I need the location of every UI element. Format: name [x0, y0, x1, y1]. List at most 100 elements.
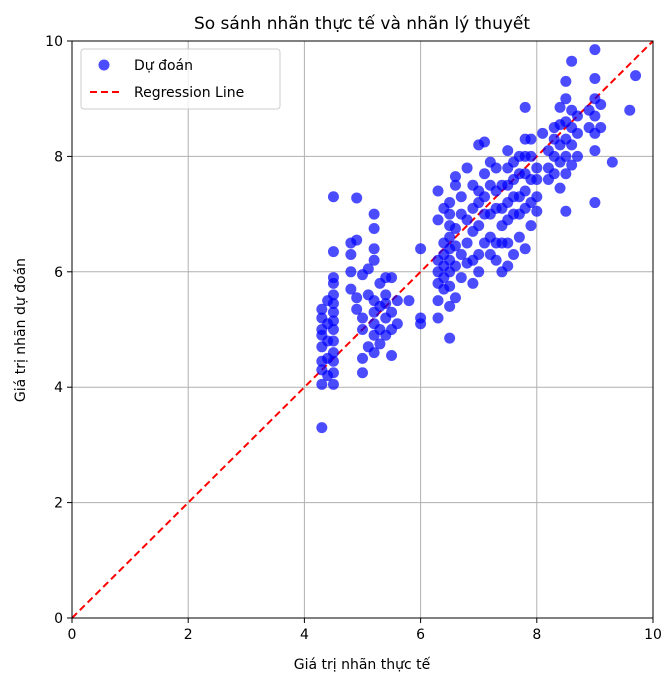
data-point [589, 197, 601, 209]
data-point [560, 93, 572, 105]
data-point [554, 182, 566, 194]
data-point [351, 292, 363, 304]
data-point [560, 205, 572, 217]
data-point [351, 303, 363, 315]
data-point [519, 101, 531, 113]
x-tick-label: 4 [300, 627, 309, 643]
x-tick-label: 0 [68, 627, 77, 643]
data-point [508, 248, 520, 260]
data-point [449, 260, 461, 272]
data-point [537, 127, 549, 139]
data-point [327, 246, 339, 258]
x-axis-ticks: 0 2 4 6 8 10 [68, 618, 662, 643]
data-point [327, 315, 339, 327]
data-point [316, 422, 328, 434]
data-point [415, 243, 427, 255]
data-point [566, 139, 578, 151]
y-tick-label: 6 [54, 265, 63, 281]
data-point [531, 162, 543, 174]
data-point [502, 145, 514, 157]
y-tick-label: 10 [45, 34, 63, 50]
data-point [327, 347, 339, 359]
legend-marker-predictions [98, 59, 110, 71]
data-point [513, 231, 525, 243]
legend-label-regression: Regression Line [134, 85, 244, 101]
x-tick-label: 10 [644, 627, 662, 643]
data-point [444, 208, 456, 220]
data-point [357, 352, 368, 364]
legend: Dự đoán Regression Line [80, 48, 281, 110]
data-point [449, 171, 461, 183]
data-point [571, 150, 583, 162]
data-point [461, 162, 473, 174]
x-tick-label: 8 [532, 627, 541, 643]
data-point [391, 295, 403, 307]
points-layer [316, 44, 642, 434]
data-point [548, 168, 560, 180]
data-point [432, 312, 444, 324]
data-point [449, 292, 461, 304]
data-point [327, 289, 339, 301]
y-tick-label: 8 [54, 149, 63, 165]
data-point [316, 378, 328, 390]
data-point [624, 104, 636, 116]
data-point [345, 283, 357, 295]
data-point [461, 237, 473, 249]
data-point [519, 243, 531, 255]
data-point [525, 133, 537, 145]
data-point [519, 185, 531, 197]
data-point [327, 335, 339, 347]
data-point [444, 332, 456, 344]
data-point [368, 223, 380, 235]
data-point [368, 208, 380, 220]
data-point [566, 159, 578, 171]
data-point [630, 70, 642, 82]
data-point [571, 127, 583, 139]
data-point [444, 231, 456, 243]
data-point [444, 300, 456, 312]
data-point [415, 312, 427, 324]
data-point [589, 110, 601, 122]
data-point [432, 185, 444, 197]
y-axis-label: Giá trị nhãn dự đoán [13, 258, 29, 402]
data-point [560, 75, 572, 87]
data-point [554, 101, 566, 113]
data-point [479, 136, 491, 148]
data-point [362, 263, 374, 275]
x-tick-label: 6 [416, 627, 425, 643]
x-axis-label: Giá trị nhãn thực tế [294, 656, 431, 673]
data-point [589, 44, 601, 56]
data-point [455, 248, 467, 260]
data-point [327, 272, 339, 284]
data-point [560, 150, 572, 162]
data-point [432, 214, 444, 226]
data-point [327, 324, 339, 335]
data-point [444, 280, 456, 292]
data-point [449, 223, 461, 235]
data-point [473, 220, 485, 232]
data-point [357, 324, 368, 335]
data-point [345, 248, 357, 260]
data-point [403, 295, 415, 307]
data-point [368, 347, 380, 359]
data-point [327, 306, 339, 318]
data-point [455, 272, 467, 284]
data-point [566, 55, 578, 67]
y-tick-label: 4 [54, 380, 63, 396]
y-tick-label: 2 [54, 496, 63, 512]
data-point [351, 192, 363, 204]
x-tick-label: 2 [184, 627, 193, 643]
data-point [490, 162, 502, 174]
data-point [374, 338, 386, 350]
data-point [380, 289, 392, 301]
data-point [386, 272, 398, 284]
data-point [531, 191, 543, 203]
data-point [531, 205, 543, 217]
y-tick-label: 0 [54, 611, 63, 627]
data-point [327, 191, 339, 203]
data-point [380, 298, 392, 310]
data-point [461, 214, 473, 226]
data-point [444, 197, 456, 209]
data-point [449, 179, 461, 191]
